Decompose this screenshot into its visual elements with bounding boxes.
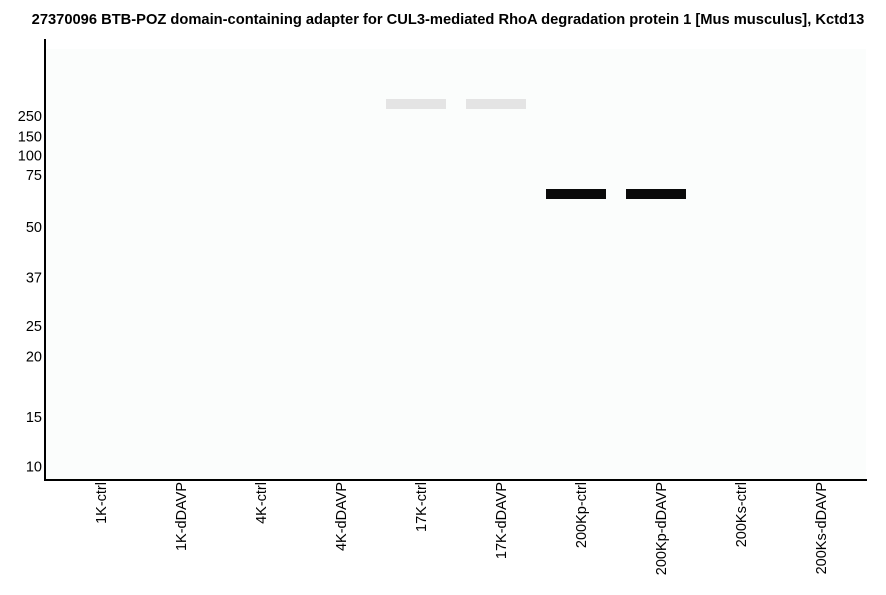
- svg-text:250: 250: [18, 109, 42, 125]
- svg-text:100: 100: [18, 149, 42, 165]
- svg-text:4K-ctrl: 4K-ctrl: [254, 482, 270, 524]
- svg-text:27370096 BTB-POZ domain-contai: 27370096 BTB-POZ domain-containing adapt…: [32, 12, 865, 28]
- svg-text:25: 25: [26, 319, 42, 335]
- svg-text:50: 50: [26, 220, 42, 236]
- svg-text:200Kp-dDAVP: 200Kp-dDAVP: [654, 482, 670, 575]
- svg-text:1K-dDAVP: 1K-dDAVP: [174, 482, 190, 551]
- svg-text:200Kp-ctrl: 200Kp-ctrl: [574, 482, 590, 548]
- svg-text:75: 75: [26, 168, 42, 184]
- svg-text:17K-dDAVP: 17K-dDAVP: [494, 482, 510, 559]
- svg-text:37: 37: [26, 271, 42, 287]
- svg-text:4K-dDAVP: 4K-dDAVP: [334, 482, 350, 551]
- svg-text:17K-ctrl: 17K-ctrl: [414, 482, 430, 532]
- svg-text:15: 15: [26, 410, 42, 426]
- svg-text:20: 20: [26, 350, 42, 366]
- svg-text:150: 150: [18, 130, 42, 146]
- svg-text:1K-ctrl: 1K-ctrl: [94, 482, 110, 524]
- svg-text:200Ks-ctrl: 200Ks-ctrl: [734, 482, 750, 547]
- svg-text:200Ks-dDAVP: 200Ks-dDAVP: [814, 482, 830, 574]
- svg-text:10: 10: [26, 460, 42, 476]
